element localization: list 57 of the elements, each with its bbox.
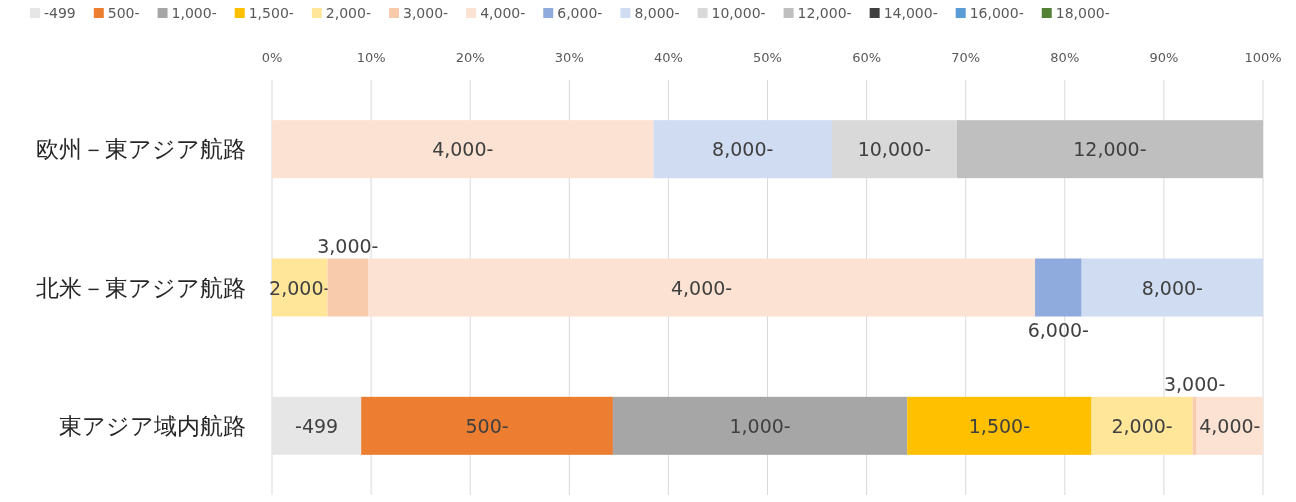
legend-label: 6,000- [557, 5, 603, 21]
bar [1035, 258, 1082, 317]
bar [956, 120, 1263, 179]
legend-label: 3,000- [402, 5, 449, 21]
legend-label: 1,000- [171, 5, 217, 21]
bar [272, 396, 362, 455]
text: 8,000- [712, 138, 774, 161]
legend-label: 12,000- [797, 5, 852, 21]
category: 東アジア域内航路 [59, 412, 246, 439]
bar [327, 258, 369, 317]
text: 4,000- [432, 138, 494, 161]
bar [1081, 258, 1263, 317]
x-tick-label: 90% [1149, 50, 1179, 65]
legend-label: 16,000- [969, 5, 1024, 21]
bar [653, 120, 832, 179]
x-tick-label: 50% [753, 50, 782, 65]
bar [907, 396, 1092, 455]
bar [272, 120, 654, 179]
text: 2,000- [269, 276, 331, 299]
text: 10,000- [857, 138, 932, 161]
bar [1091, 396, 1193, 455]
category: 欧州－東アジア航路 [36, 136, 246, 163]
legend-label: 500- [107, 5, 140, 21]
legend-label: 8,000- [634, 5, 680, 21]
text: 4,000- [1199, 414, 1261, 437]
bar [612, 396, 908, 455]
bar [368, 258, 1036, 317]
x-tick-label: 100% [1244, 50, 1282, 65]
legend-label: -499 [44, 5, 76, 21]
x-tick-label: 0% [261, 50, 283, 65]
text: 6,000- [1027, 318, 1089, 341]
bar [361, 396, 613, 455]
text: 500- [465, 414, 509, 437]
text: 3,000- [317, 234, 379, 257]
text: 1,500- [968, 414, 1031, 437]
legend-label: 1,500- [248, 5, 294, 21]
x-tick-label: 30% [554, 50, 584, 65]
x-tick-label: 70% [951, 50, 981, 65]
legend-label: 4,000- [480, 5, 526, 21]
x-tick-label: 80% [1050, 50, 1080, 65]
x-tick-label: 20% [455, 50, 485, 65]
legend-label: 2,000- [325, 5, 371, 21]
text: 4,000- [670, 276, 733, 299]
legend-label: 18,000- [1055, 5, 1110, 21]
text: 12,000- [1073, 138, 1147, 161]
x-tick-label: 60% [852, 50, 882, 65]
text: 8,000- [1141, 276, 1203, 299]
text: 1,000- [729, 414, 791, 437]
text: -499 [295, 414, 339, 437]
legend-label: 10,000- [711, 5, 766, 21]
text: 3,000- [1164, 372, 1226, 395]
text: 2,000- [1111, 414, 1173, 437]
category: 北米－東アジア航路 [36, 274, 246, 301]
bar [1192, 396, 1197, 455]
x-tick-label: 10% [356, 50, 386, 65]
legend-label: 14,000- [883, 5, 938, 21]
x-tick-label: 40% [653, 50, 683, 65]
